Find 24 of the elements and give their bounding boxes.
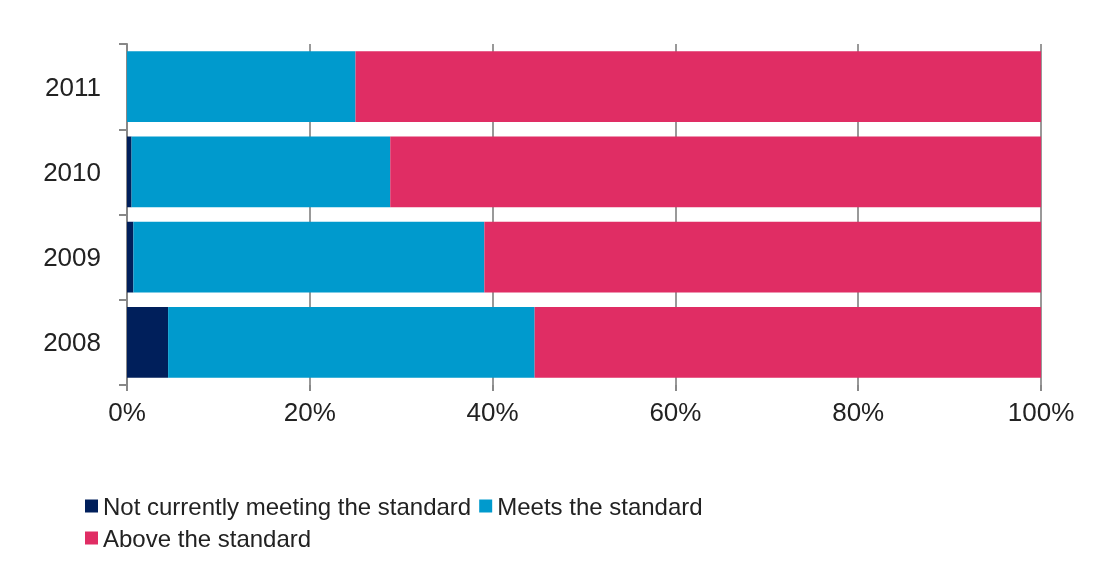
x-tick-label: 20% <box>283 397 336 427</box>
y-tick-label: 2010 <box>43 156 101 187</box>
y-tick-label: 2011 <box>45 71 101 102</box>
bar <box>168 307 535 378</box>
bar <box>355 51 1041 122</box>
legend-label: Not currently meeting the standard <box>103 492 472 520</box>
bar <box>127 51 356 122</box>
legend-label: Meets the standard <box>497 492 703 520</box>
bar <box>127 307 169 378</box>
x-tick-label: 0% <box>108 397 146 427</box>
legend-label: Above the standard <box>103 524 312 552</box>
x-tick-label: 60% <box>649 397 702 427</box>
bar <box>127 136 132 208</box>
y-tick-label: 2008 <box>43 327 101 358</box>
y-tick-label: 2009 <box>43 242 101 273</box>
bar <box>390 136 1041 208</box>
bar <box>127 221 134 293</box>
x-tick-label: 100% <box>1007 397 1075 427</box>
bar <box>131 136 391 208</box>
x-tick-label: 40% <box>466 397 519 427</box>
bar <box>133 221 485 293</box>
bar <box>534 307 1041 378</box>
x-tick-label: 80% <box>832 397 885 427</box>
bar <box>484 221 1041 293</box>
